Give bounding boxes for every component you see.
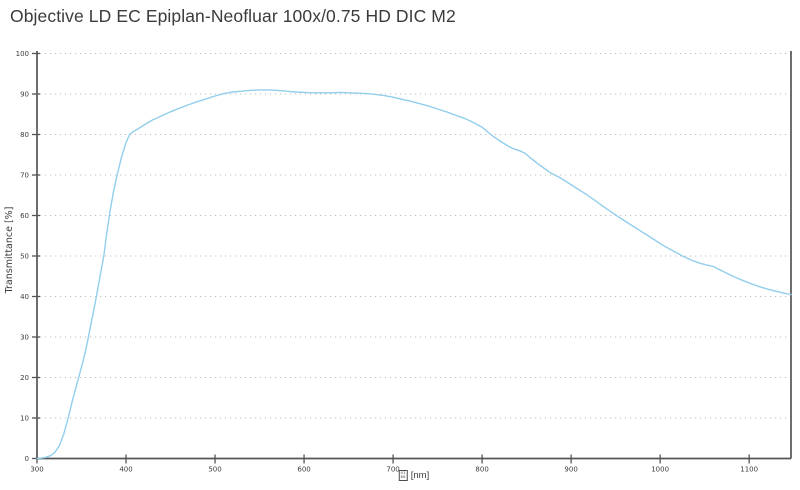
x-tick-label: 1000 bbox=[651, 466, 669, 474]
x-tick-label: 800 bbox=[475, 466, 488, 474]
y-tick-label: 100 bbox=[16, 50, 29, 58]
missing-glyph-row: 03 bbox=[400, 470, 406, 475]
transmittance-curve bbox=[36, 89, 792, 460]
missing-glyph-row: BB bbox=[400, 474, 406, 479]
y-tick-label: 20 bbox=[20, 374, 29, 382]
x-tick-label: 400 bbox=[119, 466, 132, 474]
y-tick-label: 10 bbox=[20, 415, 29, 423]
grid-layer bbox=[40, 53, 791, 419]
y-tick-label: 90 bbox=[20, 91, 29, 99]
missing-glyph-box: 03 BB bbox=[398, 470, 408, 481]
axis-layer: 0 10 20 30 40 50 60 70 80 90 100 300 400 500 600 700 800… bbox=[16, 50, 792, 474]
y-axis-label: Transmittance [%] bbox=[4, 207, 15, 295]
x-tick-label: 300 bbox=[30, 466, 43, 474]
x-tick-label: 500 bbox=[208, 466, 221, 474]
x-tick-label: 1100 bbox=[740, 466, 758, 474]
curve-layer bbox=[36, 89, 792, 460]
y-tick-label: 50 bbox=[20, 253, 29, 261]
y-tick-label: 60 bbox=[20, 212, 29, 220]
y-tick-label: 30 bbox=[20, 334, 29, 342]
y-tick-label: 70 bbox=[20, 172, 29, 180]
x-tick-label: 900 bbox=[564, 466, 577, 474]
x-axis-unit: [nm] bbox=[410, 470, 430, 481]
chart-title: Objective LD EC Epiplan-Neofluar 100x/0.… bbox=[10, 6, 456, 26]
y-tick-label: 40 bbox=[20, 293, 29, 301]
y-tick-label: 80 bbox=[20, 131, 29, 139]
x-tick-label: 700 bbox=[386, 466, 399, 474]
x-axis-label: 03 BB [nm] bbox=[398, 470, 430, 481]
y-tick-label: 0 bbox=[25, 455, 29, 463]
x-tick-label: 600 bbox=[297, 466, 310, 474]
